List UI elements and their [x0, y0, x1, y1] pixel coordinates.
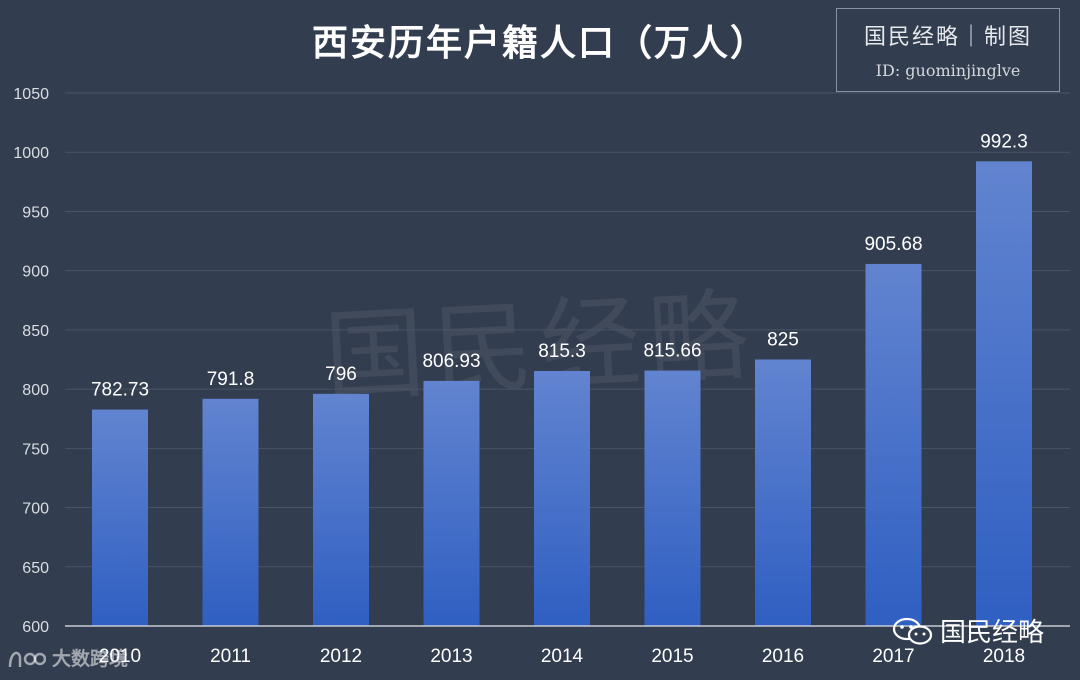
data-label: 825	[767, 330, 799, 351]
bar	[755, 359, 811, 626]
y-tick-label: 650	[22, 560, 49, 577]
bar	[976, 161, 1032, 626]
bar	[534, 370, 590, 626]
y-tick-label: 1000	[13, 145, 49, 162]
bar	[313, 393, 369, 626]
data-label: 796	[325, 364, 357, 385]
bar	[423, 380, 480, 626]
credit-box: 国民经略｜制图 ID: guominjinglve	[836, 8, 1060, 92]
x-tick-label: 2013	[430, 646, 472, 667]
x-tick-label: 2016	[762, 646, 804, 667]
x-tick-label: 2011	[210, 646, 251, 667]
bar	[865, 263, 922, 626]
credit-id: ID: guominjinglve	[875, 61, 1021, 80]
y-tick-label: 900	[22, 264, 49, 281]
x-tick-label: 2014	[541, 646, 584, 667]
x-tick-label: 2017	[872, 646, 914, 667]
bar	[92, 409, 148, 626]
wechat-watermark-text: 国民经略	[939, 618, 1044, 648]
source-watermark: 大数跨境	[6, 644, 128, 671]
wechat-icon	[892, 617, 933, 645]
y-tick-label: 800	[22, 382, 49, 399]
bar	[202, 398, 259, 626]
y-tick-label: 750	[22, 441, 49, 458]
wechat-watermark: 国民经略	[892, 612, 1044, 649]
credit-title: 国民经略｜制图	[863, 25, 1032, 50]
chart-title: 西安历年户籍人口（万人）	[311, 23, 768, 64]
data-label: 791.8	[207, 369, 255, 390]
data-label: 806.93	[422, 351, 480, 372]
bar	[644, 370, 701, 626]
y-tick-label: 600	[22, 619, 49, 636]
y-tick-label: 700	[22, 501, 49, 518]
x-tick-label: 2012	[320, 646, 362, 667]
data-label: 905.68	[864, 234, 922, 255]
x-tick-label: 2018	[983, 646, 1025, 667]
y-tick-label: 1050	[13, 86, 49, 103]
data-label: 782.73	[91, 380, 149, 401]
brand-logo-icon	[8, 651, 46, 667]
y-tick-label: 850	[22, 323, 49, 340]
data-label: 992.3	[980, 131, 1028, 152]
source-watermark-text: 大数跨境	[52, 648, 129, 670]
data-label: 815.3	[538, 341, 586, 362]
data-label: 815.66	[643, 341, 701, 362]
x-tick-label: 2015	[651, 646, 693, 667]
x-tick-label: 2010	[99, 646, 141, 667]
y-tick-label: 950	[22, 204, 49, 221]
